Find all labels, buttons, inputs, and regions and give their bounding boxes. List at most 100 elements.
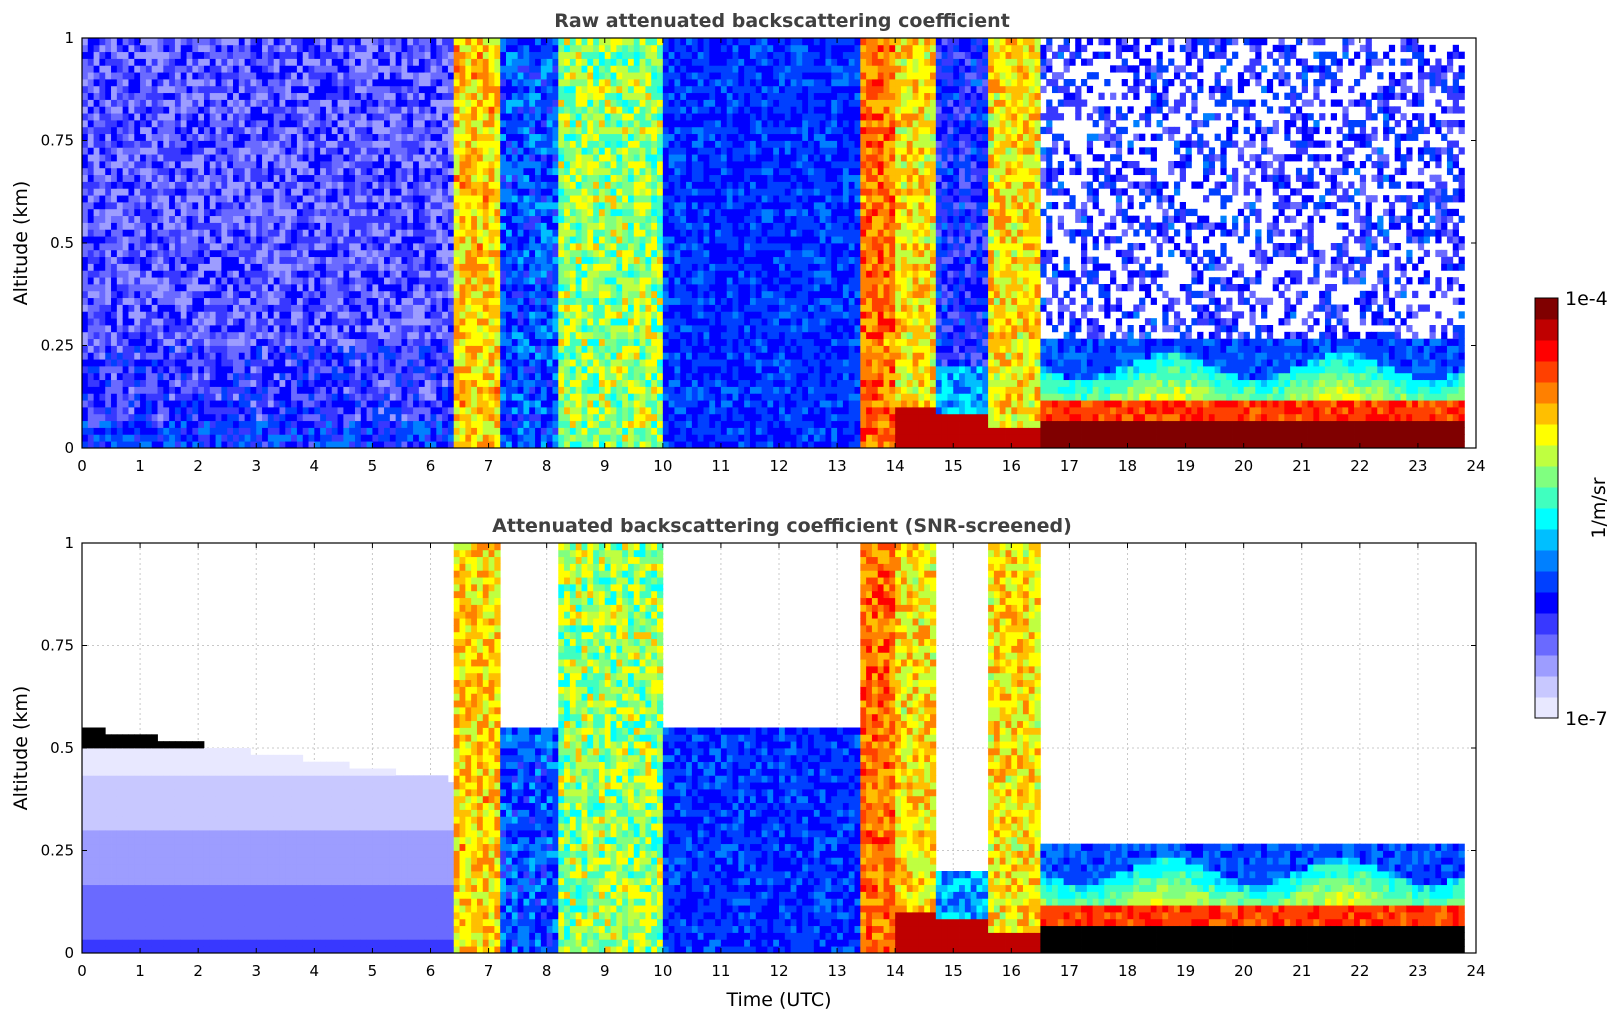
- heatmap-cell: [169, 141, 175, 148]
- heatmap-cell: [94, 346, 100, 353]
- heatmap-cell: [94, 332, 100, 339]
- heatmap-cell: [256, 393, 262, 400]
- heatmap-cell: [152, 325, 158, 332]
- heatmap-cell: [163, 318, 169, 325]
- heatmap-cell: [105, 188, 111, 195]
- heatmap-cell: [221, 106, 227, 113]
- heatmap-cell: [117, 366, 123, 373]
- heatmap-cell: [192, 59, 198, 66]
- heatmap-cell: [88, 113, 94, 120]
- heatmap-cell: [152, 407, 158, 414]
- heatmap-cell: [245, 428, 251, 435]
- heatmap-cell: [256, 141, 262, 148]
- heatmap-cell: [204, 352, 210, 359]
- heatmap-cell: [134, 147, 140, 154]
- heatmap-cell: [245, 305, 251, 312]
- heatmap-cell: [123, 400, 129, 407]
- heatmap-cell: [105, 79, 111, 86]
- heatmap-cell: [123, 52, 129, 59]
- heatmap-cell: [233, 175, 239, 182]
- heatmap-cell: [250, 373, 256, 380]
- heatmap-cell: [146, 325, 152, 332]
- heatmap-cell: [181, 346, 187, 353]
- heatmap-cell: [105, 284, 111, 291]
- heatmap-cell: [198, 161, 204, 168]
- heatmap-cell: [187, 352, 193, 359]
- heatmap-cell: [163, 311, 169, 318]
- heatmap-cell: [163, 113, 169, 120]
- heatmap-cell: [204, 359, 210, 366]
- heatmap-cell: [128, 120, 134, 127]
- heatmap-cell: [123, 182, 129, 189]
- heatmap-cell: [192, 393, 198, 400]
- heatmap-cell: [268, 65, 274, 72]
- heatmap-cell: [221, 441, 227, 448]
- heatmap-cell: [262, 346, 268, 353]
- heatmap-cell: [111, 366, 117, 373]
- heatmap-cell: [181, 223, 187, 230]
- heatmap-cell: [245, 298, 251, 305]
- heatmap-cell: [117, 38, 123, 45]
- heatmap-cell: [94, 257, 100, 264]
- heatmap-cell: [204, 250, 210, 257]
- heatmap-cell: [192, 209, 198, 216]
- heatmap-cell: [123, 65, 129, 72]
- heatmap-cell: [123, 332, 129, 339]
- heatmap-cell: [128, 182, 134, 189]
- heatmap-cell: [175, 339, 181, 346]
- heatmap-cell: [227, 72, 233, 79]
- heatmap-cell: [94, 298, 100, 305]
- heatmap-cell: [169, 65, 175, 72]
- heatmap-cell: [88, 79, 94, 86]
- heatmap-cell: [221, 127, 227, 134]
- heatmap-cell: [94, 168, 100, 175]
- heatmap-cell: [123, 366, 129, 373]
- heatmap-cell: [221, 400, 227, 407]
- heatmap-cell: [250, 106, 256, 113]
- heatmap-cell: [82, 325, 88, 332]
- heatmap-cell: [245, 59, 251, 66]
- heatmap-cell: [216, 318, 222, 325]
- heatmap-cell: [210, 421, 216, 428]
- heatmap-cell: [227, 387, 233, 394]
- heatmap-cell: [163, 387, 169, 394]
- heatmap-cell: [187, 250, 193, 257]
- heatmap-cell: [105, 195, 111, 202]
- heatmap-cell: [245, 86, 251, 93]
- heatmap-cell: [82, 216, 88, 223]
- heatmap-cell: [82, 223, 88, 230]
- heatmap-cell: [204, 209, 210, 216]
- heatmap-cell: [256, 325, 262, 332]
- heatmap-cell: [111, 216, 117, 223]
- heatmap-cell: [187, 277, 193, 284]
- heatmap-cell: [227, 154, 233, 161]
- heatmap-cell: [216, 305, 222, 312]
- heatmap-cell: [134, 182, 140, 189]
- heatmap-cell: [268, 188, 274, 195]
- heatmap-cell: [88, 311, 94, 318]
- heatmap-cell: [204, 393, 210, 400]
- heatmap-cell: [146, 127, 152, 134]
- heatmap-cell: [221, 250, 227, 257]
- heatmap-cell: [82, 428, 88, 435]
- heatmap-cell: [134, 223, 140, 230]
- heatmap-cell: [245, 93, 251, 100]
- heatmap-cell: [105, 407, 111, 414]
- heatmap-cell: [175, 45, 181, 52]
- heatmap-cell: [169, 264, 175, 271]
- heatmap-cell: [117, 284, 123, 291]
- heatmap-cell: [250, 434, 256, 441]
- heatmap-cell: [146, 100, 152, 107]
- heatmap-cell: [204, 223, 210, 230]
- heatmap-cell: [88, 168, 94, 175]
- heatmap-cell: [158, 106, 164, 113]
- heatmap-cell: [250, 284, 256, 291]
- heatmap-cell: [169, 59, 175, 66]
- heatmap-cell: [158, 229, 164, 236]
- heatmap-cell: [268, 113, 274, 120]
- heatmap-cell: [198, 434, 204, 441]
- heatmap-cell: [111, 407, 117, 414]
- heatmap-cell: [262, 250, 268, 257]
- heatmap-cell: [82, 72, 88, 79]
- heatmap-cell: [221, 229, 227, 236]
